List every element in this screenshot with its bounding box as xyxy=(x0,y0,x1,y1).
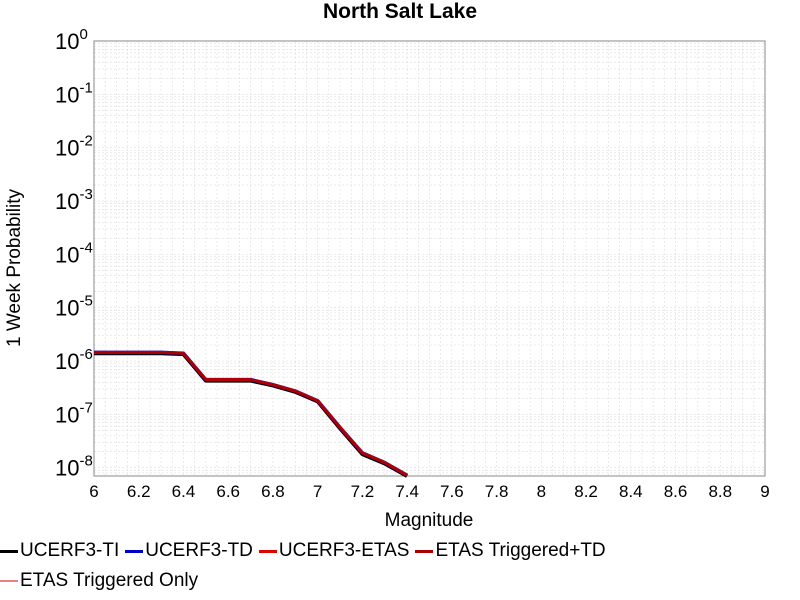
legend-item: UCERF3-TD xyxy=(125,540,253,562)
x-tick-label: 8 xyxy=(537,482,546,501)
x-tick-label: 7.2 xyxy=(351,482,375,501)
x-axis-label: Magnitude xyxy=(385,510,474,531)
legend-label: UCERF3-ETAS xyxy=(279,540,410,562)
x-tick-label: 6.8 xyxy=(261,482,285,501)
legend-item: ETAS Triggered+TD xyxy=(415,540,605,562)
y-tick-label: 10-7 xyxy=(55,399,93,427)
legend-swatch xyxy=(259,550,277,553)
legend-label: UCERF3-TD xyxy=(145,540,253,562)
legend-swatch xyxy=(125,550,143,553)
legend-label: ETAS Triggered+TD xyxy=(435,540,605,562)
y-tick-label: 10-2 xyxy=(55,133,93,161)
x-tick-label: 8.4 xyxy=(619,482,643,501)
x-tick-label: 6.6 xyxy=(216,482,240,501)
grid-layer xyxy=(94,41,765,476)
y-tick-label: 10-4 xyxy=(55,239,93,267)
x-tick-labels: 6 6.2 6.4 6.6 6.8 7 7.2 7.4 7.6 7.8 8 8.2 8.4 8.6 8.8 9 xyxy=(89,482,769,501)
legend-label: UCERF3-TI xyxy=(20,540,119,562)
y-axis-label: 1 Week Probability xyxy=(4,188,25,347)
legend-row-1: UCERF3-TI UCERF3-TD UCERF3-ETAS ETAS Tri… xyxy=(0,540,612,562)
x-tick-label: 7.6 xyxy=(440,482,464,501)
y-tick-label: 100 xyxy=(55,26,88,54)
legend-item: UCERF3-ETAS xyxy=(259,540,410,562)
legend-swatch xyxy=(0,580,18,582)
legend-swatch xyxy=(415,550,433,553)
x-tick-label: 8.6 xyxy=(664,482,688,501)
x-tick-label: 8.2 xyxy=(574,482,598,501)
y-tick-label: 10-5 xyxy=(55,293,93,321)
y-tick-label: 10-6 xyxy=(55,346,93,374)
x-tick-label: 6.4 xyxy=(172,482,196,501)
y-tick-label: 10-3 xyxy=(55,186,93,214)
x-tick-label: 9 xyxy=(760,482,769,501)
x-tick-label: 8.8 xyxy=(708,482,732,501)
x-tick-label: 7.8 xyxy=(485,482,509,501)
y-tick-label: 10-8 xyxy=(55,453,93,481)
legend-swatch xyxy=(0,550,18,553)
chart-title: North Salt Lake xyxy=(323,0,477,23)
x-tick-label: 7 xyxy=(313,482,322,501)
legend-label: ETAS Triggered Only xyxy=(20,570,198,592)
x-tick-label: 7.4 xyxy=(395,482,419,501)
x-tick-label: 6.2 xyxy=(127,482,151,501)
y-tick-labels: 100 10-1 10-2 10-3 10-4 10-5 10-6 10-7 10-8 xyxy=(55,26,93,481)
x-tick-label: 6 xyxy=(89,482,98,501)
legend-item: UCERF3-TI xyxy=(0,540,119,562)
legend-row-2: ETAS Triggered Only xyxy=(0,570,204,592)
y-tick-label: 10-1 xyxy=(55,79,93,107)
legend-item: ETAS Triggered Only xyxy=(0,570,198,592)
